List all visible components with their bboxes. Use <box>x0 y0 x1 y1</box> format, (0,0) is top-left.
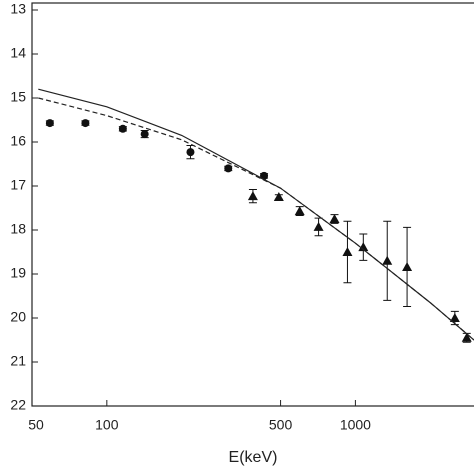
data-point <box>273 192 284 201</box>
x-tick-label: 500 <box>269 417 293 433</box>
x-tick-label: 50 <box>28 417 44 433</box>
data-point <box>186 148 195 157</box>
data-point <box>140 130 149 139</box>
y-tick-label: 14 <box>10 45 26 61</box>
y-tick-label: 17 <box>10 177 26 193</box>
data-point <box>382 255 393 265</box>
data-point <box>118 124 127 133</box>
y-tick-label: 13 <box>10 1 26 17</box>
fit-line <box>38 88 474 341</box>
data-point <box>45 119 54 128</box>
y-tick-label: 21 <box>10 353 26 369</box>
y-tick-label: 16 <box>10 133 26 149</box>
data-point <box>342 247 353 256</box>
data-point <box>402 261 413 271</box>
y-tick-label: 20 <box>10 309 26 325</box>
y-tick-label: 19 <box>10 265 26 281</box>
y-tick-label: 22 <box>10 397 26 413</box>
data-point <box>461 332 472 342</box>
data-point <box>313 221 324 231</box>
fit-line <box>38 97 474 341</box>
x-tick-label: 1000 <box>340 417 371 433</box>
plot-frame <box>31 2 474 407</box>
data-point <box>449 313 460 322</box>
data-point <box>247 191 258 201</box>
data-point <box>358 242 369 252</box>
data-point <box>224 164 233 173</box>
x-axis-label: E(keV) <box>229 449 278 466</box>
data-point <box>329 214 340 223</box>
data-point <box>294 206 305 216</box>
x-tick-label: 100 <box>95 417 119 433</box>
data-point <box>81 119 90 128</box>
y-tick-label: 18 <box>10 221 26 237</box>
y-tick-label: 15 <box>10 89 26 105</box>
